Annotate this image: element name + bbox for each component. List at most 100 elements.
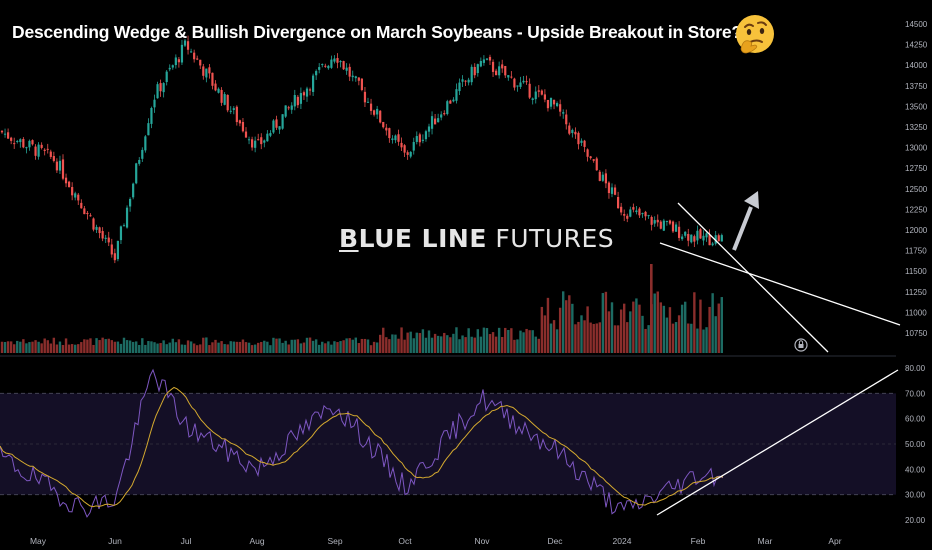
- volume-bar: [677, 315, 681, 353]
- volume-bar: [113, 341, 117, 353]
- candle-body: [205, 68, 208, 78]
- candle-body: [284, 105, 287, 117]
- time-tick-label: Aug: [249, 536, 264, 546]
- candle-body: [247, 139, 251, 141]
- time-tick-label: Dec: [547, 536, 563, 546]
- candle-body: [156, 84, 159, 99]
- volume-bar: [287, 344, 290, 353]
- rsi-tick-label: 60.00: [905, 415, 926, 424]
- volume-bar: [607, 311, 611, 353]
- candle-body: [498, 66, 501, 76]
- rsi-pane: [0, 368, 899, 518]
- volume-bar: [394, 334, 397, 353]
- candle-body: [281, 114, 284, 129]
- watermark-letter: B: [339, 224, 359, 253]
- volume-bar: [555, 329, 559, 353]
- candle-body: [543, 94, 546, 100]
- candle-body: [266, 133, 269, 142]
- volume-bar: [70, 344, 74, 353]
- candle-body: [552, 99, 556, 105]
- volume-bar: [653, 293, 656, 353]
- volume-bar: [89, 338, 92, 353]
- candle-body: [534, 91, 537, 100]
- volume-bar: [424, 337, 428, 353]
- candle-body: [348, 66, 351, 77]
- volume-bar: [308, 337, 312, 353]
- candle-body: [409, 151, 412, 157]
- candle-body: [40, 144, 43, 148]
- candle-body: [113, 253, 116, 261]
- candle-body: [693, 236, 696, 242]
- candle-body: [458, 82, 461, 92]
- volume-bar: [604, 291, 608, 353]
- volume-bar: [61, 345, 65, 353]
- candle-body: [565, 114, 568, 125]
- alert-icon[interactable]: [794, 338, 808, 352]
- volume-bar: [720, 297, 723, 353]
- volume-bar: [583, 320, 586, 353]
- volume-bar: [107, 338, 110, 353]
- candle-body: [406, 152, 409, 155]
- candle-body: [208, 67, 211, 74]
- candle-body: [559, 104, 562, 112]
- volume-bar: [131, 341, 135, 353]
- volume-bar: [690, 323, 693, 353]
- candle-body: [641, 213, 644, 215]
- volume-bar: [479, 336, 483, 353]
- candle-body: [702, 235, 705, 241]
- price-tick-label: 11250: [905, 288, 927, 297]
- breakout-arrow-head: [744, 191, 759, 209]
- candle-body: [464, 80, 467, 82]
- volume-bar: [497, 327, 501, 353]
- volume-bar: [375, 342, 379, 353]
- time-tick-label: Apr: [828, 536, 841, 546]
- candle-body: [418, 134, 421, 143]
- candle-body: [80, 202, 83, 209]
- volume-bar: [275, 338, 278, 353]
- candle-body: [64, 177, 68, 184]
- volume-bar: [619, 309, 623, 353]
- candle-body: [714, 235, 717, 244]
- price-tick-label: 11500: [905, 267, 927, 276]
- volume-bar: [144, 344, 147, 353]
- candle-body: [171, 65, 174, 68]
- volume-bar: [616, 325, 620, 353]
- volume-bar: [49, 343, 52, 353]
- volume-bar: [116, 341, 120, 353]
- candle-body: [708, 234, 711, 246]
- volume-bar: [110, 340, 113, 353]
- volume-bar: [446, 335, 449, 353]
- candle-body: [507, 75, 510, 78]
- volume-bar: [705, 327, 708, 353]
- volume-bar: [531, 330, 534, 353]
- candle-body: [61, 159, 65, 179]
- volume-bar: [711, 293, 714, 353]
- price-tick-label: 12500: [905, 185, 928, 194]
- volume-bar: [519, 330, 522, 353]
- wedge-upper-line: [677, 202, 829, 353]
- volume-bar: [647, 325, 650, 353]
- candle-body: [190, 51, 193, 53]
- candle-body: [525, 81, 528, 83]
- volume-bar: [644, 328, 647, 353]
- volume-bar: [253, 344, 257, 353]
- volume-bar: [119, 343, 123, 353]
- candle-body: [92, 218, 95, 230]
- candle-body: [345, 67, 348, 71]
- price-tick-label: 11000: [905, 308, 927, 317]
- candle-body: [379, 110, 382, 123]
- candle-body: [49, 151, 52, 157]
- candle-body: [321, 64, 324, 66]
- candle-body: [165, 71, 168, 83]
- candle-body: [177, 59, 180, 63]
- candle-body: [607, 182, 611, 194]
- thinking-face-icon: [736, 15, 774, 54]
- rsi-tick-label: 70.00: [905, 389, 926, 398]
- volume-bar: [324, 343, 327, 353]
- time-tick-label: Mar: [758, 536, 773, 546]
- price-candles: [0, 35, 723, 264]
- candle-body: [71, 187, 74, 196]
- volume-bar: [0, 341, 4, 353]
- volume-bar: [6, 341, 10, 353]
- volume-bar: [226, 344, 229, 353]
